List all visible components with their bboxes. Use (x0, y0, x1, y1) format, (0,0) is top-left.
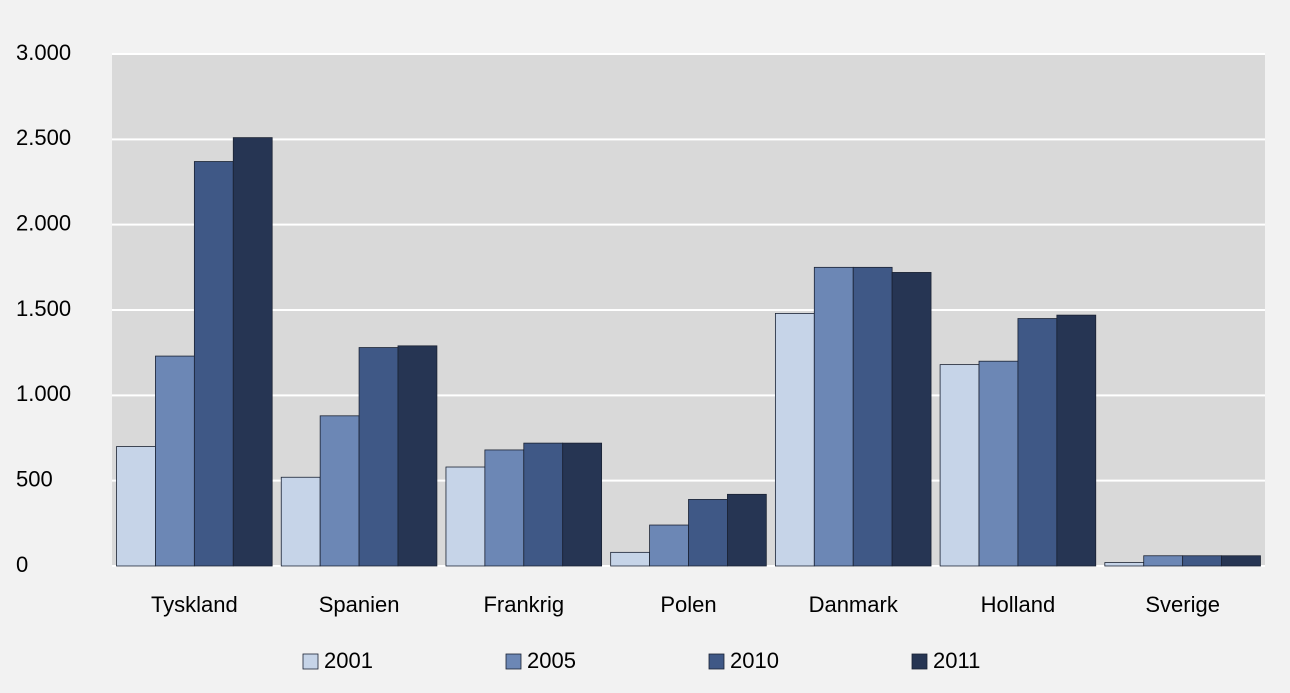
bar (891, 272, 932, 567)
x-tick-label: Spanien (319, 592, 400, 617)
bar (116, 446, 156, 567)
bar (1182, 555, 1222, 567)
bar (1221, 555, 1261, 567)
x-tick-label: Frankrig (483, 592, 564, 617)
legend-label: 2001 (324, 648, 373, 673)
legend-label: 2010 (730, 648, 779, 673)
bar (484, 449, 525, 567)
bar (445, 466, 486, 567)
bar (852, 266, 893, 567)
x-tick-label: Sverige (1145, 592, 1220, 617)
bar (774, 313, 815, 567)
x-tick-label: Danmark (809, 592, 899, 617)
bar (978, 360, 1019, 567)
bar (397, 345, 438, 567)
y-tick-label: 1.000 (16, 381, 71, 406)
legend-swatch (911, 653, 928, 670)
y-tick-label: 500 (16, 466, 53, 491)
legend-swatch (505, 653, 522, 670)
bar (193, 161, 234, 567)
bar (319, 415, 360, 567)
bar (813, 266, 854, 567)
bar (155, 355, 195, 567)
legend-swatch (708, 653, 725, 670)
bar (562, 442, 603, 567)
y-tick-label: 1.500 (16, 296, 71, 321)
x-tick-label: Polen (660, 592, 716, 617)
y-tick-label: 0 (16, 552, 28, 577)
bar (688, 499, 728, 567)
y-tick-label: 2.500 (16, 125, 71, 150)
bar (727, 493, 767, 567)
bar (1056, 314, 1097, 567)
bar (1104, 562, 1145, 567)
bar (1017, 318, 1058, 567)
y-tick-label: 3.000 (16, 40, 71, 65)
y-tick-label: 2.000 (16, 210, 71, 235)
bar (358, 347, 399, 567)
bar (1143, 555, 1184, 567)
legend-label: 2011 (933, 648, 980, 673)
bar (523, 442, 564, 567)
bar (939, 364, 980, 567)
bar (649, 524, 689, 567)
legend-label: 2005 (527, 648, 576, 673)
x-tick-label: Holland (981, 592, 1056, 617)
legend-swatch (302, 653, 319, 670)
bar (610, 551, 650, 567)
x-tick-label: Tyskland (151, 592, 238, 617)
bar (232, 137, 273, 567)
bar (280, 476, 321, 567)
